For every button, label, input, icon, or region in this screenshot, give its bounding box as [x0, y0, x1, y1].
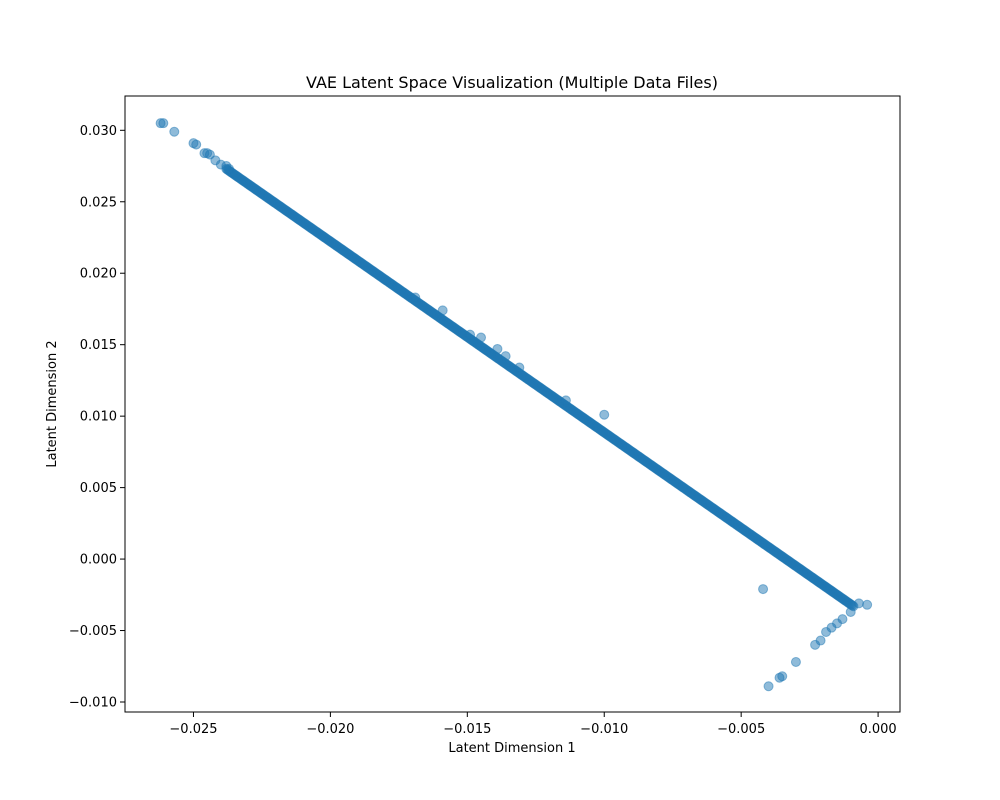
y-tick-label: 0.020	[80, 267, 117, 282]
data-point	[845, 606, 856, 617]
data-point	[560, 395, 571, 406]
data-point	[853, 598, 864, 609]
data-point	[500, 351, 511, 362]
data-point	[492, 343, 503, 354]
x-tick-label: −0.025	[169, 722, 217, 737]
points-layer	[155, 118, 873, 692]
plot-frame	[124, 95, 901, 713]
data-point	[774, 672, 785, 683]
y-tick-label: 0.000	[80, 553, 117, 568]
y-tick-label: 0.010	[80, 410, 117, 425]
data-point	[476, 332, 487, 343]
y-tick-label: 0.025	[80, 195, 117, 210]
data-point	[810, 639, 821, 650]
y-axis-label: Latent Dimension 2	[45, 340, 60, 467]
data-point	[410, 292, 421, 303]
data-point	[158, 118, 169, 129]
data-point	[437, 305, 448, 316]
y-axis: −0.010 −0.005 0.000 0.005 0.010 0.015 0.020 0.0…	[69, 124, 125, 710]
y-tick-label: −0.005	[69, 624, 117, 639]
data-point	[465, 329, 476, 340]
data-point	[224, 163, 235, 174]
y-tick-label: −0.010	[69, 695, 117, 710]
x-axis-label: Latent Dimension 1	[448, 741, 575, 756]
x-tick-label: −0.010	[580, 722, 628, 737]
data-point	[599, 409, 610, 420]
data-point	[169, 126, 180, 137]
x-tick-label: −0.020	[306, 722, 354, 737]
chart-title: VAE Latent Space Visualization (Multiple…	[306, 73, 718, 92]
data-point	[191, 139, 202, 150]
y-tick-label: 0.015	[80, 338, 117, 353]
y-tick-label: 0.005	[80, 481, 117, 496]
data-point	[821, 626, 832, 637]
y-tick-label: 0.030	[80, 124, 117, 139]
x-tick-label: −0.015	[443, 722, 491, 737]
x-axis: −0.025 −0.020 −0.015 −0.010 −0.005 0.000	[169, 712, 897, 737]
data-point	[758, 584, 769, 595]
data-point	[862, 599, 873, 610]
x-tick-label: −0.005	[717, 722, 765, 737]
data-point	[763, 681, 774, 692]
data-point	[514, 362, 525, 373]
data-point	[790, 656, 801, 667]
x-tick-label: 0.000	[859, 722, 896, 737]
